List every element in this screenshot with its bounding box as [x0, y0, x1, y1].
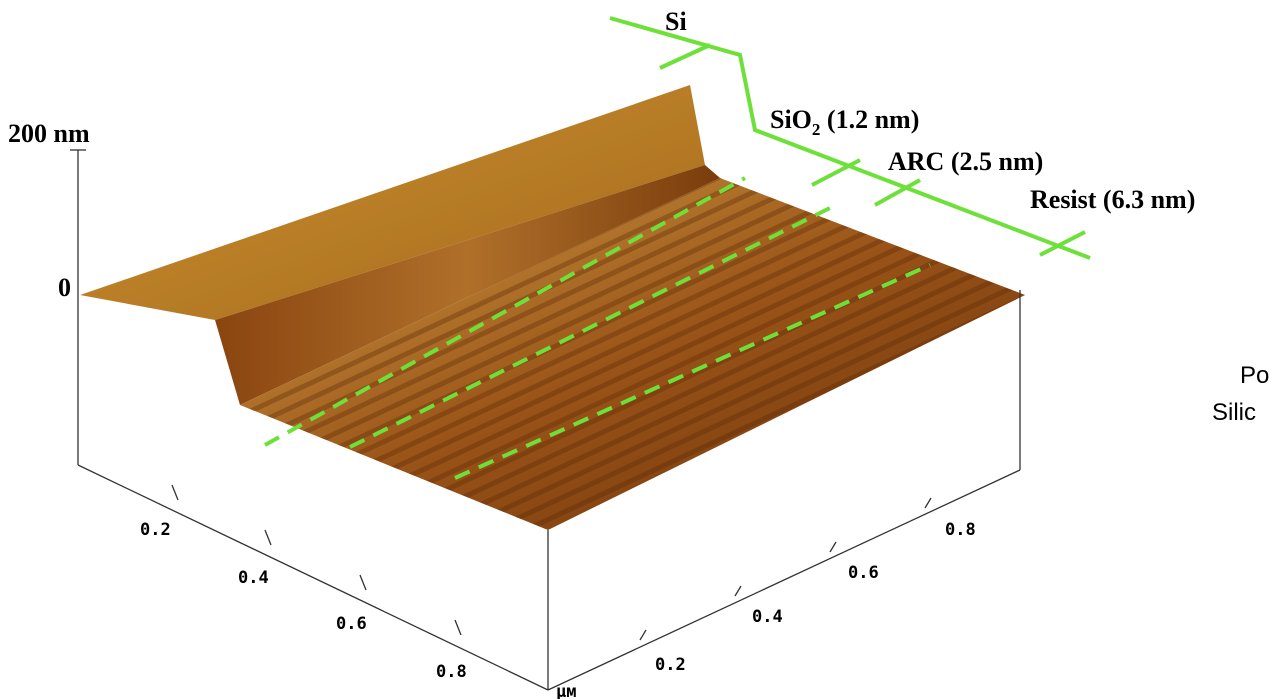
layer-label: Resist (6.3 nm)	[1030, 185, 1195, 214]
z-label: 200 nm	[8, 119, 90, 148]
x-tick-label: 0.2	[140, 520, 171, 540]
y-tick-label: 0.6	[848, 563, 879, 583]
z-label: 0	[58, 273, 71, 302]
y-tick-label: 0.4	[752, 607, 783, 627]
layer-label: Si	[665, 7, 687, 36]
text: SiO	[770, 105, 812, 134]
side-text: Silic	[1212, 399, 1256, 426]
figure: Si SiO2 (1.2 nm) ARC (2.5 nm) Resist (6.…	[0, 0, 1270, 699]
surface	[80, 85, 1025, 530]
x-tick-label: 0.6	[336, 614, 367, 634]
text: (1.2 nm)	[820, 105, 919, 134]
unit-label: µм	[556, 682, 576, 699]
x-tick-label: 0.8	[436, 662, 467, 682]
x-tick-label: 0.4	[238, 568, 269, 588]
y-tick-label: 0.8	[945, 520, 976, 540]
side-text: Po	[1240, 362, 1269, 389]
subscript: 2	[812, 120, 821, 139]
layer-label: ARC (2.5 nm)	[888, 147, 1043, 176]
layer-label: SiO2 (1.2 nm)	[770, 105, 919, 139]
y-tick-label: 0.2	[655, 655, 686, 675]
